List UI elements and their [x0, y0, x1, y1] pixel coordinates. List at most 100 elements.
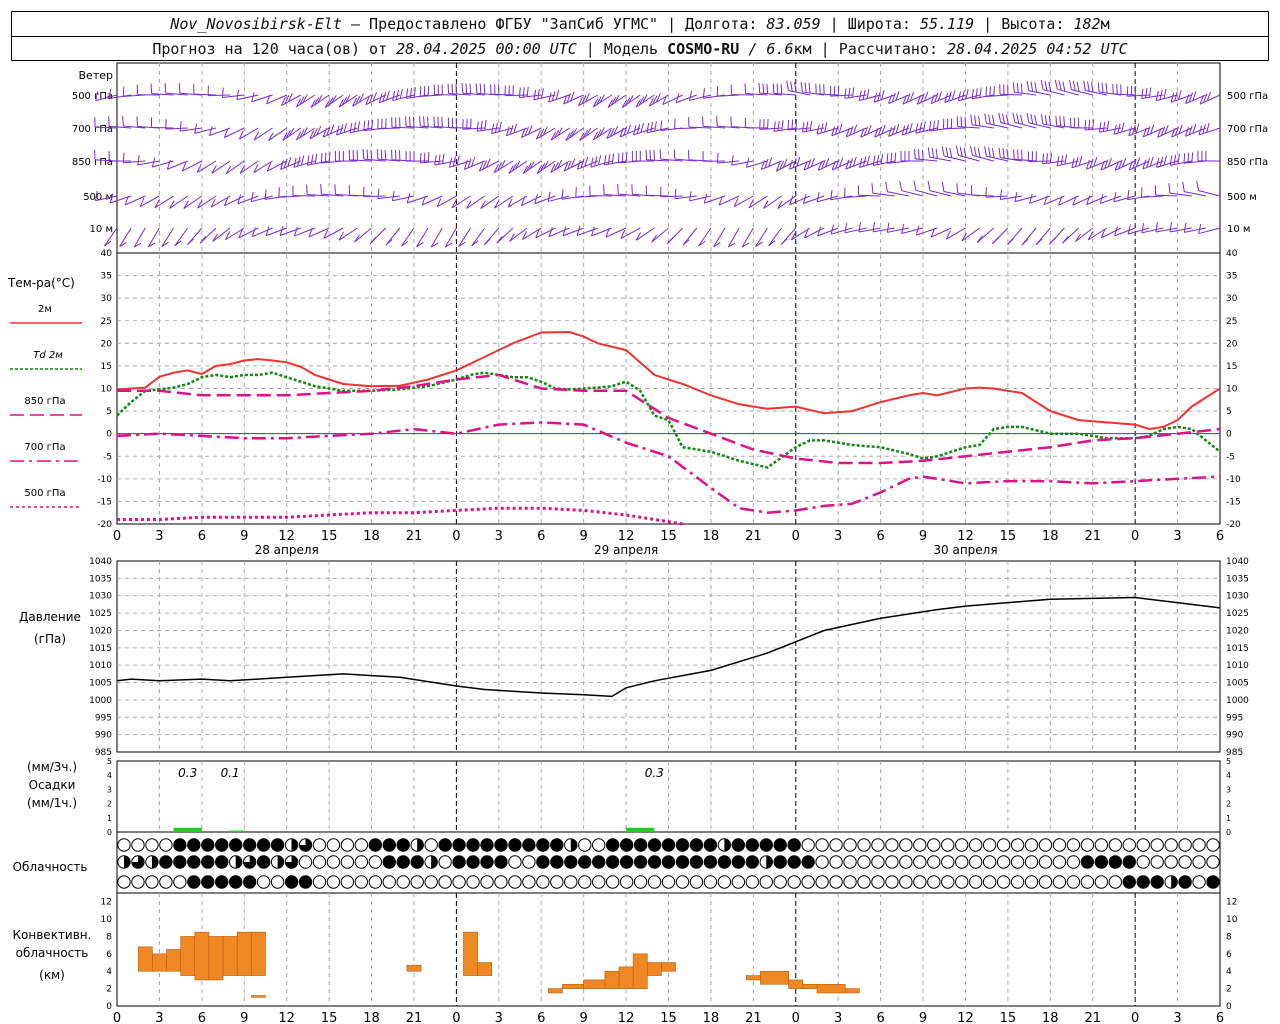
wind-barb-shaft	[252, 227, 273, 238]
wind-barb	[164, 83, 188, 96]
wind-barb-flag	[1196, 180, 1200, 191]
wind-barb	[831, 157, 853, 171]
wind-barb-flag	[513, 123, 518, 134]
wind-barb-flag	[482, 160, 487, 170]
wind-barb	[281, 93, 302, 107]
wind-barb-flag	[334, 184, 336, 195]
wind-barb	[985, 187, 1008, 198]
cloud-circle	[1108, 875, 1123, 889]
wind-barb-flag	[1146, 158, 1150, 168]
wind-barb-flag	[539, 128, 545, 138]
wind-barb-shaft	[268, 127, 287, 141]
wind-barb-flag	[1114, 226, 1118, 237]
wind-barb-flag	[1016, 113, 1020, 124]
cloud-circle	[1010, 855, 1025, 869]
wind-barb-shaft	[522, 227, 542, 240]
wind-barb	[1027, 151, 1051, 162]
cloud-circle	[1038, 838, 1053, 852]
wind-barb-shaft	[534, 195, 556, 205]
wind-barb-flag	[1131, 125, 1136, 135]
cloud-circle	[955, 875, 969, 889]
cloud-symbol	[1192, 838, 1206, 852]
wind-barb-flag	[886, 222, 890, 233]
wind-barb	[579, 127, 599, 141]
wind-barb-shaft	[491, 127, 514, 134]
wind-barb-shaft	[1000, 195, 1023, 200]
wind-barb	[535, 227, 556, 239]
cloud-symbol	[633, 855, 648, 869]
wind-barb	[334, 151, 358, 162]
cloud-circle	[382, 855, 396, 869]
cloud-circle	[703, 838, 718, 852]
cloud-circle	[1024, 875, 1039, 889]
cloud-symbol	[745, 875, 759, 889]
temp-ytick-right: 0	[1226, 430, 1232, 440]
cloud-circle	[1136, 855, 1150, 869]
cloud-symbol	[1024, 875, 1039, 889]
wind-barb	[927, 147, 952, 162]
wind-barb	[239, 160, 259, 174]
cloud-circle	[675, 855, 690, 869]
cloud-symbol	[1108, 838, 1123, 852]
wind-barb-flag	[786, 80, 789, 91]
cloud-symbol	[1010, 875, 1025, 889]
wind-barb-flag	[614, 94, 620, 104]
cloud-circle	[745, 875, 759, 889]
cloud-circle	[298, 855, 313, 869]
wind-barb-flag	[179, 121, 182, 132]
wind-barb-flag	[931, 147, 935, 158]
wind-barb-shaft	[745, 93, 768, 96]
wind-barb-flag	[609, 127, 615, 137]
wind-barb-flag	[891, 92, 896, 103]
wind-barb	[871, 183, 895, 197]
cloud-circle	[619, 855, 634, 869]
wind-barb-flag	[1206, 91, 1212, 102]
wind-barb-flag	[1160, 126, 1166, 136]
wind-barb-shaft	[831, 227, 853, 235]
wind-barb	[621, 94, 641, 108]
conv-bar	[137, 946, 153, 972]
wind-barb-flag	[557, 127, 563, 137]
wind-barb-flag	[1089, 158, 1094, 168]
wind-barb-shaft	[1171, 127, 1192, 138]
wind-barb-flag	[268, 132, 274, 141]
wind-barb	[830, 189, 853, 201]
wind-barb-shaft	[239, 127, 259, 140]
pres-ytick: 995	[95, 713, 112, 723]
wind-barb-flag	[1012, 82, 1015, 93]
wind-barb	[150, 117, 174, 129]
cloud-circle	[187, 838, 201, 852]
cloud-symbol	[298, 875, 313, 889]
wind-barb-flag	[730, 116, 732, 127]
wind-barb-flag	[331, 94, 337, 104]
cloud-symbol	[1206, 875, 1220, 889]
wind-barb-shaft	[167, 160, 188, 170]
wind-barb-shaft	[266, 94, 287, 105]
wind-barb-flag	[1062, 81, 1066, 92]
wind-barb	[391, 117, 414, 129]
temp-ytick: 10	[101, 385, 113, 395]
wind-barb	[976, 227, 995, 243]
wind-barb-flag	[733, 198, 739, 207]
wind-barb	[730, 84, 754, 96]
wind-barb-flag	[309, 130, 315, 139]
wind-barb-flag	[467, 158, 472, 169]
wind-barb-shaft	[660, 195, 683, 198]
cloud-symbol	[410, 838, 424, 852]
wind-barb-flag	[654, 121, 657, 132]
wind-barb-shaft	[915, 189, 938, 197]
wind-barb	[649, 93, 669, 107]
wind-barb-flag	[1170, 92, 1175, 103]
cloud-symbol	[424, 855, 438, 869]
wind-barb	[348, 149, 372, 162]
wind-level-label-right: 500 гПа	[1227, 91, 1268, 102]
wind-barb	[421, 195, 443, 206]
wind-barb	[1086, 195, 1108, 206]
temperature-title: Тем-ра(°C)	[7, 276, 75, 290]
wind-barb-shaft	[1084, 127, 1107, 131]
wind-barb-flag	[874, 128, 879, 138]
wind-barb-flag	[1005, 114, 1009, 125]
wind-barb-flag	[349, 123, 353, 133]
wind-barb	[124, 195, 146, 206]
wind-barb-flag	[412, 116, 415, 127]
